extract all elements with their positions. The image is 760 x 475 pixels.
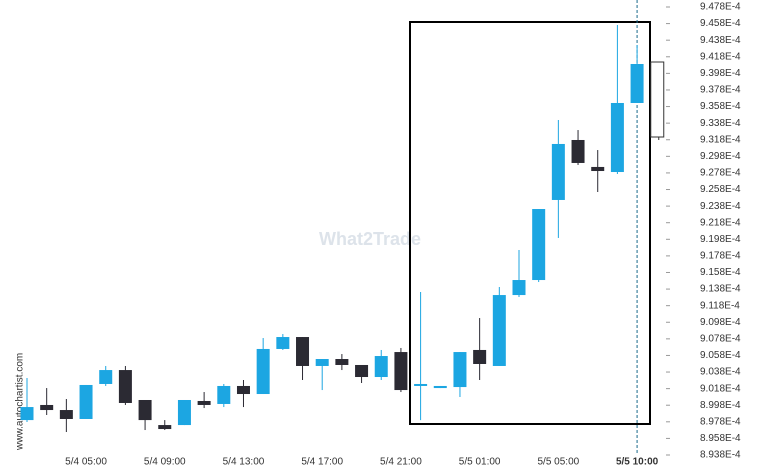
candle-body	[433, 385, 447, 389]
candle-body	[276, 337, 290, 349]
y-tick-label: 9.158E-4	[700, 267, 741, 278]
projection-body	[650, 61, 665, 138]
candle-body	[630, 63, 644, 103]
candle-body	[59, 410, 73, 419]
candle-body	[591, 166, 605, 172]
y-tick-label: 9.038E-4	[700, 367, 741, 378]
x-tick-label: 5/5 10:00	[616, 457, 659, 468]
y-tick-label: 9.318E-4	[700, 134, 741, 145]
y-tick-label: 8.978E-4	[700, 416, 741, 427]
x-tick-label: 5/5 05:00	[538, 457, 580, 468]
candle-body	[40, 404, 54, 411]
y-tick-label: 8.958E-4	[700, 433, 741, 444]
candle-body	[551, 143, 565, 200]
y-tick-label: 9.078E-4	[700, 333, 741, 344]
candle-body	[20, 407, 34, 421]
candle-body	[394, 352, 408, 391]
x-tick-label: 5/5 01:00	[459, 457, 501, 468]
y-tick-label: 9.398E-4	[700, 68, 741, 79]
y-tick-label: 9.478E-4	[700, 2, 741, 13]
candle-body	[296, 337, 310, 366]
x-tick-label: 5/4 05:00	[65, 457, 107, 468]
y-tick-label: 9.338E-4	[700, 118, 741, 129]
y-tick-label: 9.278E-4	[700, 168, 741, 179]
candle-body	[217, 385, 231, 404]
y-tick-label: 9.298E-4	[700, 151, 741, 162]
pattern-box	[409, 21, 651, 425]
y-tick-label: 9.238E-4	[700, 201, 741, 212]
y-tick-label: 9.438E-4	[700, 35, 741, 46]
candle-body	[610, 102, 624, 173]
x-tick-label: 5/4 17:00	[301, 457, 343, 468]
watermark: What2Trade	[319, 229, 421, 249]
candle-body	[492, 295, 506, 366]
candle-body	[177, 399, 191, 426]
y-tick-label: 9.058E-4	[700, 350, 741, 361]
y-tick-label: 9.358E-4	[700, 101, 741, 112]
candle-body	[315, 359, 329, 366]
candle-body	[374, 356, 388, 378]
candle-body	[256, 348, 270, 395]
y-tick-label: 9.018E-4	[700, 383, 741, 394]
candle-body	[453, 352, 467, 388]
candle-body	[118, 370, 132, 403]
y-tick-label: 9.378E-4	[700, 85, 741, 96]
source-label: www.autochartist.com	[15, 353, 26, 451]
candle-body	[355, 364, 369, 378]
y-tick-label: 9.178E-4	[700, 251, 741, 262]
candle-body	[138, 399, 152, 421]
candle-body	[99, 370, 113, 384]
candle-body	[571, 139, 585, 163]
candle-body	[158, 425, 172, 430]
y-tick-label: 8.998E-4	[700, 400, 741, 411]
y-tick-label: 9.258E-4	[700, 184, 741, 195]
candle-body	[79, 384, 93, 419]
candle-body	[414, 383, 428, 386]
candle-body	[236, 385, 250, 395]
y-tick-label: 9.118E-4	[700, 300, 740, 311]
x-tick-label: 5/4 13:00	[223, 457, 265, 468]
x-tick-label: 5/4 21:00	[380, 457, 422, 468]
x-tick-label: 5/4 09:00	[144, 457, 186, 468]
y-tick-label: 9.198E-4	[700, 234, 741, 245]
y-tick-label: 9.458E-4	[700, 18, 741, 29]
y-tick-label: 9.098E-4	[700, 317, 741, 328]
candle-body	[512, 280, 526, 296]
candle-body	[335, 359, 349, 365]
candle-body	[473, 349, 487, 364]
candle-body	[532, 209, 546, 281]
y-tick-label: 9.218E-4	[700, 217, 741, 228]
candle-body	[197, 400, 211, 405]
y-tick-label: 9.138E-4	[700, 284, 741, 295]
y-tick-label: 9.418E-4	[700, 51, 741, 62]
y-tick-label: 8.938E-4	[700, 450, 741, 461]
